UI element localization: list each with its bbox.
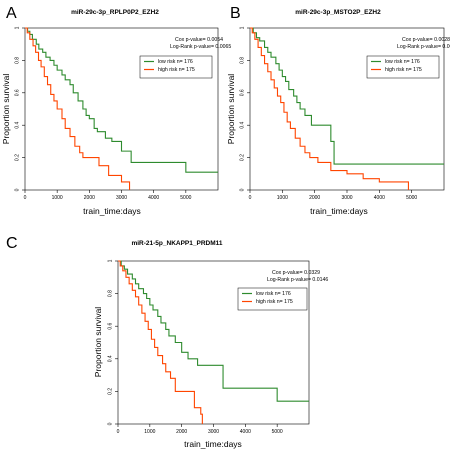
y-tick-label: 0.8 xyxy=(239,57,245,64)
cox-p-value: Cox p-value= 0.0054 xyxy=(175,37,223,43)
y-tick-label: 0.6 xyxy=(107,323,113,330)
survival-curve-high-risk xyxy=(25,27,131,190)
panel-letter: C xyxy=(6,235,18,252)
x-tick-label: 3000 xyxy=(116,195,127,201)
x-tick-label: 1000 xyxy=(52,195,63,201)
cox-p-value: Cox p-value= 0.0028 xyxy=(402,37,450,43)
panel-letter: B xyxy=(230,5,241,22)
x-axis-label: train_time:days xyxy=(310,206,368,216)
x-axis-label: train_time:days xyxy=(83,206,141,216)
legend-box xyxy=(366,55,440,79)
y-tick-label: 0.8 xyxy=(14,57,20,64)
legend-entry-low-risk: low risk n= 176 xyxy=(256,291,291,297)
x-tick-label: 4000 xyxy=(148,195,159,201)
y-tick-label: 0 xyxy=(14,188,20,191)
legend-entry-low-risk: low risk n= 176 xyxy=(385,59,420,65)
x-tick-label: 1000 xyxy=(277,195,288,201)
plot-frame xyxy=(249,27,445,191)
legend-entry-high-risk: high risk n= 175 xyxy=(256,299,293,305)
chart-title: miR-21-5p_NKAPP1_PRDM11 xyxy=(131,240,222,247)
cox-p-value: Cox p-value= 0.0329 xyxy=(272,270,320,276)
y-axis-label: Proportion survival xyxy=(93,307,103,378)
panel-letter: A xyxy=(6,5,17,22)
x-tick-label: 2000 xyxy=(84,195,95,201)
x-tick-label: 2000 xyxy=(309,195,320,201)
y-axis-label: Proportion survival xyxy=(226,74,236,145)
x-tick-label: 2000 xyxy=(176,429,187,435)
y-tick-label: 0.8 xyxy=(107,290,113,297)
x-tick-label: 3000 xyxy=(341,195,352,201)
legend-box xyxy=(237,287,308,311)
y-tick-label: 0.4 xyxy=(239,122,245,129)
survival-curve-low-risk xyxy=(250,27,444,165)
legend-entry-high-risk: high risk n= 175 xyxy=(158,67,195,73)
y-tick-label: 0 xyxy=(239,188,245,191)
y-axis-label: Proportion survival xyxy=(1,74,11,145)
logrank-p-value: Log-Rank p-value= 0.0146 xyxy=(267,277,328,283)
y-tick-label: 1 xyxy=(107,259,113,262)
x-tick-label: 3000 xyxy=(208,429,219,435)
survival-curve-low-risk xyxy=(25,27,218,173)
legend-entry-high-risk: high risk n= 175 xyxy=(385,67,422,73)
x-tick-label: 5000 xyxy=(180,195,191,201)
x-tick-label: 0 xyxy=(249,195,252,201)
x-tick-label: 0 xyxy=(117,429,120,435)
y-tick-label: 0.6 xyxy=(14,89,20,96)
plot-frame xyxy=(24,27,219,191)
x-tick-label: 1000 xyxy=(144,429,155,435)
x-tick-label: 5000 xyxy=(406,195,417,201)
survival-curve-low-risk xyxy=(118,260,309,402)
x-tick-label: 5000 xyxy=(272,429,283,435)
x-tick-label: 0 xyxy=(24,195,27,201)
survival-curve-high-risk xyxy=(118,260,203,424)
y-tick-label: 1 xyxy=(239,26,245,29)
y-tick-label: 0.4 xyxy=(107,355,113,362)
y-tick-label: 0.2 xyxy=(107,388,113,395)
x-tick-label: 4000 xyxy=(240,429,251,435)
legend-box xyxy=(139,55,213,79)
y-tick-label: 0 xyxy=(107,422,113,425)
x-axis-label: train_time:days xyxy=(184,439,242,449)
legend-entry-low-risk: low risk n= 176 xyxy=(158,59,193,65)
y-tick-label: 1 xyxy=(14,26,20,29)
y-tick-label: 0.6 xyxy=(239,89,245,96)
survival-curve-high-risk xyxy=(250,27,409,190)
y-tick-label: 0.4 xyxy=(14,122,20,129)
y-tick-label: 0.2 xyxy=(14,154,20,161)
y-tick-label: 0.2 xyxy=(239,154,245,161)
chart-title: miR-29c-3p_MSTO2P_EZH2 xyxy=(295,9,381,16)
plot-frame xyxy=(117,260,310,425)
x-tick-label: 4000 xyxy=(374,195,385,201)
logrank-p-value: Log-Rank p-value= 0.0032 xyxy=(397,44,450,50)
logrank-p-value: Log-Rank p-value= 0.0065 xyxy=(170,44,231,50)
chart-title: miR-29c-3p_RPLP0P2_EZH2 xyxy=(71,9,159,16)
